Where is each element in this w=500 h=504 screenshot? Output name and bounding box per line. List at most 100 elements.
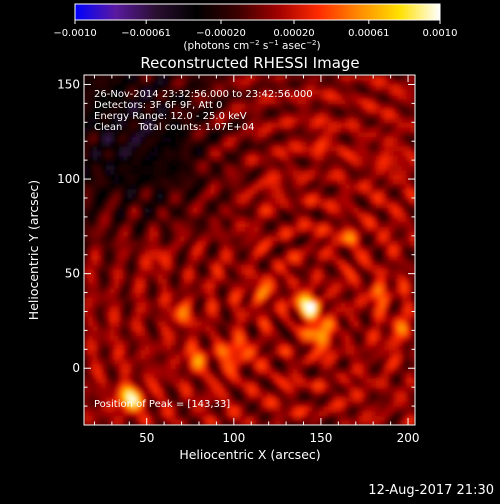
heatmap-cell (263, 416, 268, 421)
heatmap-cell (141, 217, 146, 222)
heatmap-cell (284, 307, 289, 312)
heatmap-cell (310, 198, 315, 203)
heatmap-cell (145, 193, 150, 198)
heatmap-cell (345, 274, 350, 279)
heatmap-cell (184, 236, 189, 241)
heatmap-cell (228, 174, 233, 179)
heatmap-cell (302, 179, 307, 184)
heatmap-cell (297, 382, 302, 387)
heatmap-cell (341, 170, 346, 175)
heatmap-cell (350, 245, 355, 250)
heatmap-cell (402, 411, 407, 416)
heatmap-cell (293, 321, 298, 326)
heatmap-cell (175, 155, 180, 160)
heatmap-cell (175, 245, 180, 250)
heatmap-cell (371, 193, 376, 198)
heatmap-cell (219, 165, 224, 170)
heatmap-cell (276, 406, 281, 411)
heatmap-cell (236, 387, 241, 392)
heatmap-cell (354, 411, 359, 416)
heatmap-cell (106, 170, 111, 175)
heatmap-cell (371, 184, 376, 189)
heatmap-cell (241, 207, 246, 212)
heatmap-cell (189, 368, 194, 373)
heatmap-cell (145, 160, 150, 165)
heatmap-cell (402, 141, 407, 146)
heatmap-cell (398, 283, 403, 288)
heatmap-cell (380, 222, 385, 227)
heatmap-cell (236, 231, 241, 236)
heatmap-cell (119, 231, 124, 236)
heatmap-cell (206, 297, 211, 302)
heatmap-cell (223, 212, 228, 217)
heatmap-cell (162, 141, 167, 146)
heatmap-cell (106, 236, 111, 241)
heatmap-cell (245, 316, 250, 321)
heatmap-cell (141, 222, 146, 227)
heatmap-cell (123, 146, 128, 151)
heatmap-cell (371, 122, 376, 127)
heatmap-cell (263, 368, 268, 373)
heatmap-cell (215, 250, 220, 255)
heatmap-cell (385, 250, 390, 255)
heatmap-cell (345, 127, 350, 132)
heatmap-cell (302, 160, 307, 165)
heatmap-cell (315, 189, 320, 194)
heatmap-cell (367, 179, 372, 184)
heatmap-cell (367, 401, 372, 406)
heatmap-cell (297, 411, 302, 416)
heatmap-cell (128, 326, 133, 331)
heatmap-cell (154, 151, 159, 156)
heatmap-cell (337, 411, 342, 416)
heatmap-cell (106, 203, 111, 208)
heatmap-cell (193, 170, 198, 175)
heatmap-cell (123, 274, 128, 279)
heatmap-cell (110, 387, 115, 392)
heatmap-cell (88, 118, 93, 123)
heatmap-cell (315, 264, 320, 269)
heatmap-cell (206, 411, 211, 416)
heatmap-cell (175, 416, 180, 421)
heatmap-cell (114, 283, 119, 288)
heatmap-cell (271, 203, 276, 208)
heatmap-cell (328, 307, 333, 312)
heatmap-cell (114, 241, 119, 246)
heatmap-cell (363, 349, 368, 354)
heatmap-cell (110, 136, 115, 141)
heatmap-cell (101, 359, 106, 364)
heatmap-cell (232, 349, 237, 354)
heatmap-cell (406, 170, 411, 175)
heatmap-cell (328, 345, 333, 350)
heatmap-cell (363, 236, 368, 241)
heatmap-cell (337, 118, 342, 123)
heatmap-cell (184, 165, 189, 170)
heatmap-cell (210, 165, 215, 170)
heatmap-cell (123, 382, 128, 387)
heatmap-cell (385, 259, 390, 264)
heatmap-cell (258, 335, 263, 340)
heatmap-cell (128, 349, 133, 354)
heatmap-cell (284, 378, 289, 383)
heatmap-cell (302, 193, 307, 198)
heatmap-cell (267, 236, 272, 241)
heatmap-cell (267, 321, 272, 326)
heatmap-cell (184, 416, 189, 421)
heatmap-cell (171, 241, 176, 246)
heatmap-cell (263, 259, 268, 264)
heatmap-cell (128, 203, 133, 208)
heatmap-cell (358, 250, 363, 255)
heatmap-cell (293, 293, 298, 298)
heatmap-cell (114, 236, 119, 241)
heatmap-cell (267, 132, 272, 137)
heatmap-cell (132, 136, 137, 141)
heatmap-cell (215, 207, 220, 212)
heatmap-cell (158, 151, 163, 156)
heatmap-cell (306, 141, 311, 146)
heatmap-cell (119, 212, 124, 217)
heatmap-cell (158, 340, 163, 345)
heatmap-cell (175, 236, 180, 241)
heatmap-cell (136, 222, 141, 227)
heatmap-cell (310, 378, 315, 383)
heatmap-cell (280, 392, 285, 397)
heatmap-cell (393, 359, 398, 364)
